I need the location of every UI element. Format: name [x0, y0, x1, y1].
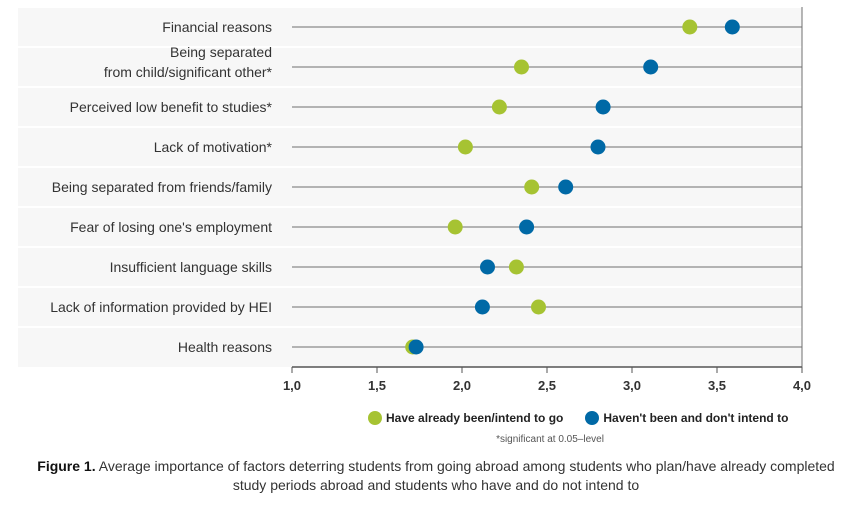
- category-label: Fear of losing one's employment: [70, 219, 272, 235]
- point-have-been: [457, 139, 473, 155]
- figure-caption-text: Average importance of factors deterring …: [98, 458, 835, 493]
- category-label: Lack of information provided by HEI: [50, 299, 272, 315]
- category-label: Health reasons: [178, 339, 272, 355]
- x-tick-label: 2,5: [538, 378, 556, 393]
- point-have-been: [514, 59, 529, 75]
- x-tick-label: 4,0: [793, 378, 811, 393]
- point-havent-been: [558, 179, 574, 195]
- significance-note: *significant at 0.05–level: [496, 434, 604, 445]
- legend-green-dot-icon: [368, 411, 382, 425]
- x-tick-label: 1,0: [283, 378, 301, 393]
- point-have-been: [447, 219, 463, 235]
- figure-caption: Figure 1. Average importance of factors …: [36, 457, 836, 495]
- category-label: Insufficient language skills: [110, 259, 272, 275]
- point-have-been: [491, 99, 507, 115]
- category-label: Lack of motivation*: [154, 139, 273, 155]
- figure-label: Figure 1.: [37, 458, 96, 474]
- point-havent-been: [595, 99, 611, 115]
- point-have-been: [531, 299, 546, 315]
- legend-item-havent-been: Haven't been and don't intend to: [585, 411, 788, 425]
- legend-label-havent-been: Haven't been and don't intend to: [603, 411, 789, 425]
- dot-chart: Financial reasons Being separated from chi…: [50, 7, 812, 393]
- data-points: [405, 19, 740, 355]
- point-havent-been: [724, 19, 740, 35]
- x-tick-label: 3,0: [623, 378, 641, 393]
- category-labels: Financial reasons Being separated from chi…: [50, 19, 272, 355]
- legend-item-have-been: Have already been/intend to go: [368, 411, 563, 425]
- point-have-been: [682, 19, 698, 35]
- point-havent-been: [474, 299, 490, 315]
- point-havent-been: [643, 59, 659, 75]
- x-tick-label: 1,5: [368, 378, 386, 393]
- legend: Have already been/intend to go Haven't b…: [368, 411, 810, 425]
- point-havent-been: [480, 259, 495, 275]
- point-havent-been: [590, 139, 606, 155]
- point-havent-been: [519, 219, 535, 235]
- category-label: Being separated from friends/family: [52, 179, 272, 195]
- legend-blue-dot-icon: [585, 411, 600, 425]
- x-tick-label: 2,0: [453, 378, 471, 393]
- point-have-been: [524, 179, 540, 195]
- category-label: Being separated: [170, 44, 272, 60]
- point-have-been: [508, 259, 524, 275]
- category-label: Perceived low benefit to studies*: [70, 99, 273, 115]
- x-axis: 1,0 1,5 2,0 2,5 3,0 3,5 4,0: [283, 366, 811, 393]
- row-gridlines: [292, 7, 803, 367]
- point-havent-been: [408, 339, 424, 355]
- x-tick-label: 3,5: [708, 378, 726, 393]
- legend-label-have-been: Have already been/intend to go: [386, 411, 564, 425]
- category-label: from child/significant other*: [104, 64, 273, 80]
- category-label: Financial reasons: [162, 19, 272, 35]
